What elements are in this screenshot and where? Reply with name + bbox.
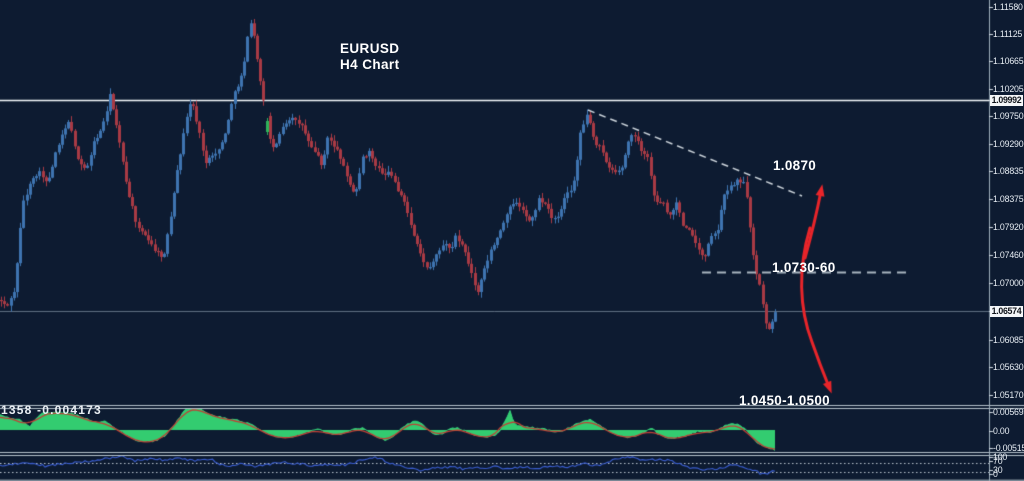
price-axis-label: 1.09290 [993,139,1024,149]
target-zone-label: 1.0450-1.0500 [739,393,830,408]
price-axis-label: 1.07000 [993,278,1024,288]
stoch-axis-label: 70 [993,456,1003,466]
macd-axis-label: 0.005693 [993,407,1024,417]
price-axis-label: 1.08375 [993,194,1024,204]
support-zone-label: 1.0730-60 [772,260,836,275]
macd-axis-label: -0.005156 [993,443,1024,453]
price-axis-label: 1.11125 [993,29,1023,39]
price-axis-label: 1.08835 [993,166,1024,176]
price-marker-box-current: 1.06574 [990,305,1023,317]
chart-title: EURUSD H4 Chart [340,41,399,72]
chart-title-timeframe: H4 Chart [340,56,400,72]
price-marker-box-resistance: 1.09992 [990,94,1023,106]
resistance-price-label: 1.0870 [773,158,817,173]
price-axis-label: 1.05630 [993,362,1024,372]
price-axis-label: 1.10205 [993,84,1024,94]
stoch-axis-label: 0 [993,469,998,479]
price-axis-label: 1.07920 [993,222,1024,232]
stoch-axis-label: 100 [993,452,1008,462]
price-axis-label: 1.05170 [993,390,1024,400]
price-axis-label: 1.11580 [993,2,1023,12]
price-axis-label: 1.09750 [993,111,1024,121]
chart-title-symbol: EURUSD [340,41,400,56]
macd-axis-label: 0.00 [993,426,1010,436]
indicator-value-readout: 1358 -0.004173 [1,403,102,417]
price-axis-label: 1.06085 [993,335,1024,345]
price-axis-label: 1.10665 [993,56,1024,66]
stoch-axis-label: 30 [993,465,1003,475]
price-axis-label: 1.07460 [993,250,1024,260]
